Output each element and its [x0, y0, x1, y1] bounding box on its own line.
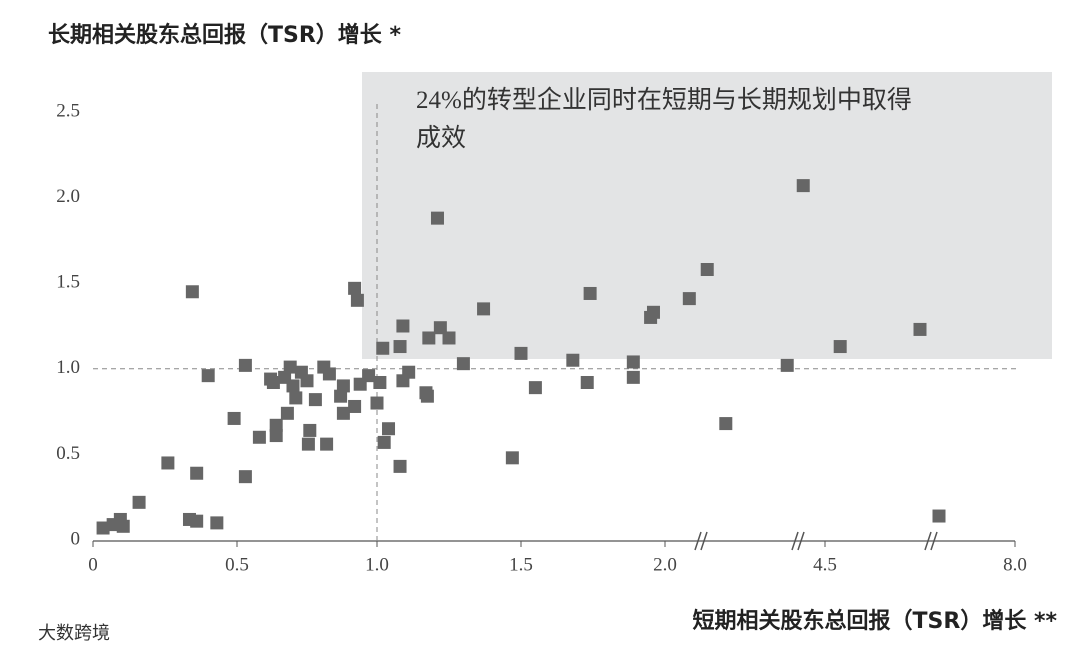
y-tick-label: 0.5	[56, 443, 80, 464]
point	[377, 435, 391, 449]
point	[96, 521, 110, 535]
highlight-region	[362, 72, 1052, 359]
y-tick-label: 1.5	[56, 272, 80, 293]
point	[132, 495, 146, 509]
point	[320, 437, 334, 451]
point	[796, 179, 810, 193]
point	[580, 375, 594, 389]
point	[269, 418, 283, 432]
point	[682, 292, 696, 306]
point	[266, 375, 280, 389]
x-tick-label: 1.5	[509, 554, 533, 575]
point	[626, 355, 640, 369]
point	[376, 341, 390, 355]
y-tick-label: 2.0	[56, 186, 80, 207]
point	[201, 369, 215, 383]
point	[116, 519, 130, 533]
point	[252, 430, 266, 444]
point	[289, 391, 303, 405]
point	[227, 411, 241, 425]
point	[393, 459, 407, 473]
point	[422, 331, 436, 345]
y-tick-label: 2.5	[56, 100, 80, 121]
point	[238, 470, 252, 484]
point	[626, 370, 640, 384]
point	[780, 358, 794, 372]
point	[430, 211, 444, 225]
x-tick-label: 2.0	[653, 554, 677, 575]
point	[308, 393, 322, 407]
point	[161, 456, 175, 470]
point	[393, 340, 407, 354]
point	[433, 321, 447, 335]
point	[303, 423, 317, 437]
point	[301, 437, 315, 451]
watermark: 大数跨境	[38, 623, 110, 644]
point	[442, 331, 456, 345]
point	[283, 360, 297, 374]
point	[700, 263, 714, 277]
point	[286, 379, 300, 393]
point	[396, 319, 410, 333]
point	[456, 357, 470, 371]
point	[373, 375, 387, 389]
point	[300, 374, 314, 388]
x-tick-label: 8.0	[1003, 554, 1027, 575]
x-tick-label: 0.5	[225, 554, 249, 575]
point	[505, 451, 519, 465]
point	[348, 399, 362, 413]
x-tick-label: 1.0	[365, 554, 389, 575]
point	[336, 379, 350, 393]
point	[932, 509, 946, 523]
axis-breaks	[694, 531, 938, 551]
point	[322, 367, 336, 381]
point	[833, 340, 847, 354]
point	[528, 381, 542, 395]
point	[190, 466, 204, 480]
point	[269, 429, 283, 443]
x-axis-label: 短期相关股东总回报（TSR）增长 **	[693, 608, 1058, 634]
point	[362, 369, 376, 383]
point	[336, 406, 350, 420]
point	[514, 346, 528, 360]
x-tick-label: 4.5	[813, 554, 837, 575]
point	[583, 286, 597, 300]
point	[185, 285, 199, 299]
annotation: 24%的转型企业同时在短期与长期规划中取得成效	[416, 86, 912, 152]
point	[238, 358, 252, 372]
x-tick-label: 0	[88, 554, 98, 575]
point	[190, 514, 204, 528]
chart-title: 长期相关股东总回报（TSR）增长 *	[48, 22, 401, 48]
point	[477, 302, 491, 316]
point	[719, 417, 733, 431]
y-tick-label: 1.0	[56, 357, 80, 378]
point	[210, 516, 224, 530]
point	[566, 353, 580, 367]
point	[348, 281, 362, 295]
point	[280, 406, 294, 420]
point	[350, 293, 364, 307]
point	[382, 422, 396, 436]
point	[420, 389, 434, 403]
point	[334, 389, 348, 403]
y-tick-label: 0	[71, 528, 81, 549]
point	[370, 396, 384, 410]
point	[646, 305, 660, 319]
point	[913, 322, 927, 336]
point	[402, 365, 416, 379]
